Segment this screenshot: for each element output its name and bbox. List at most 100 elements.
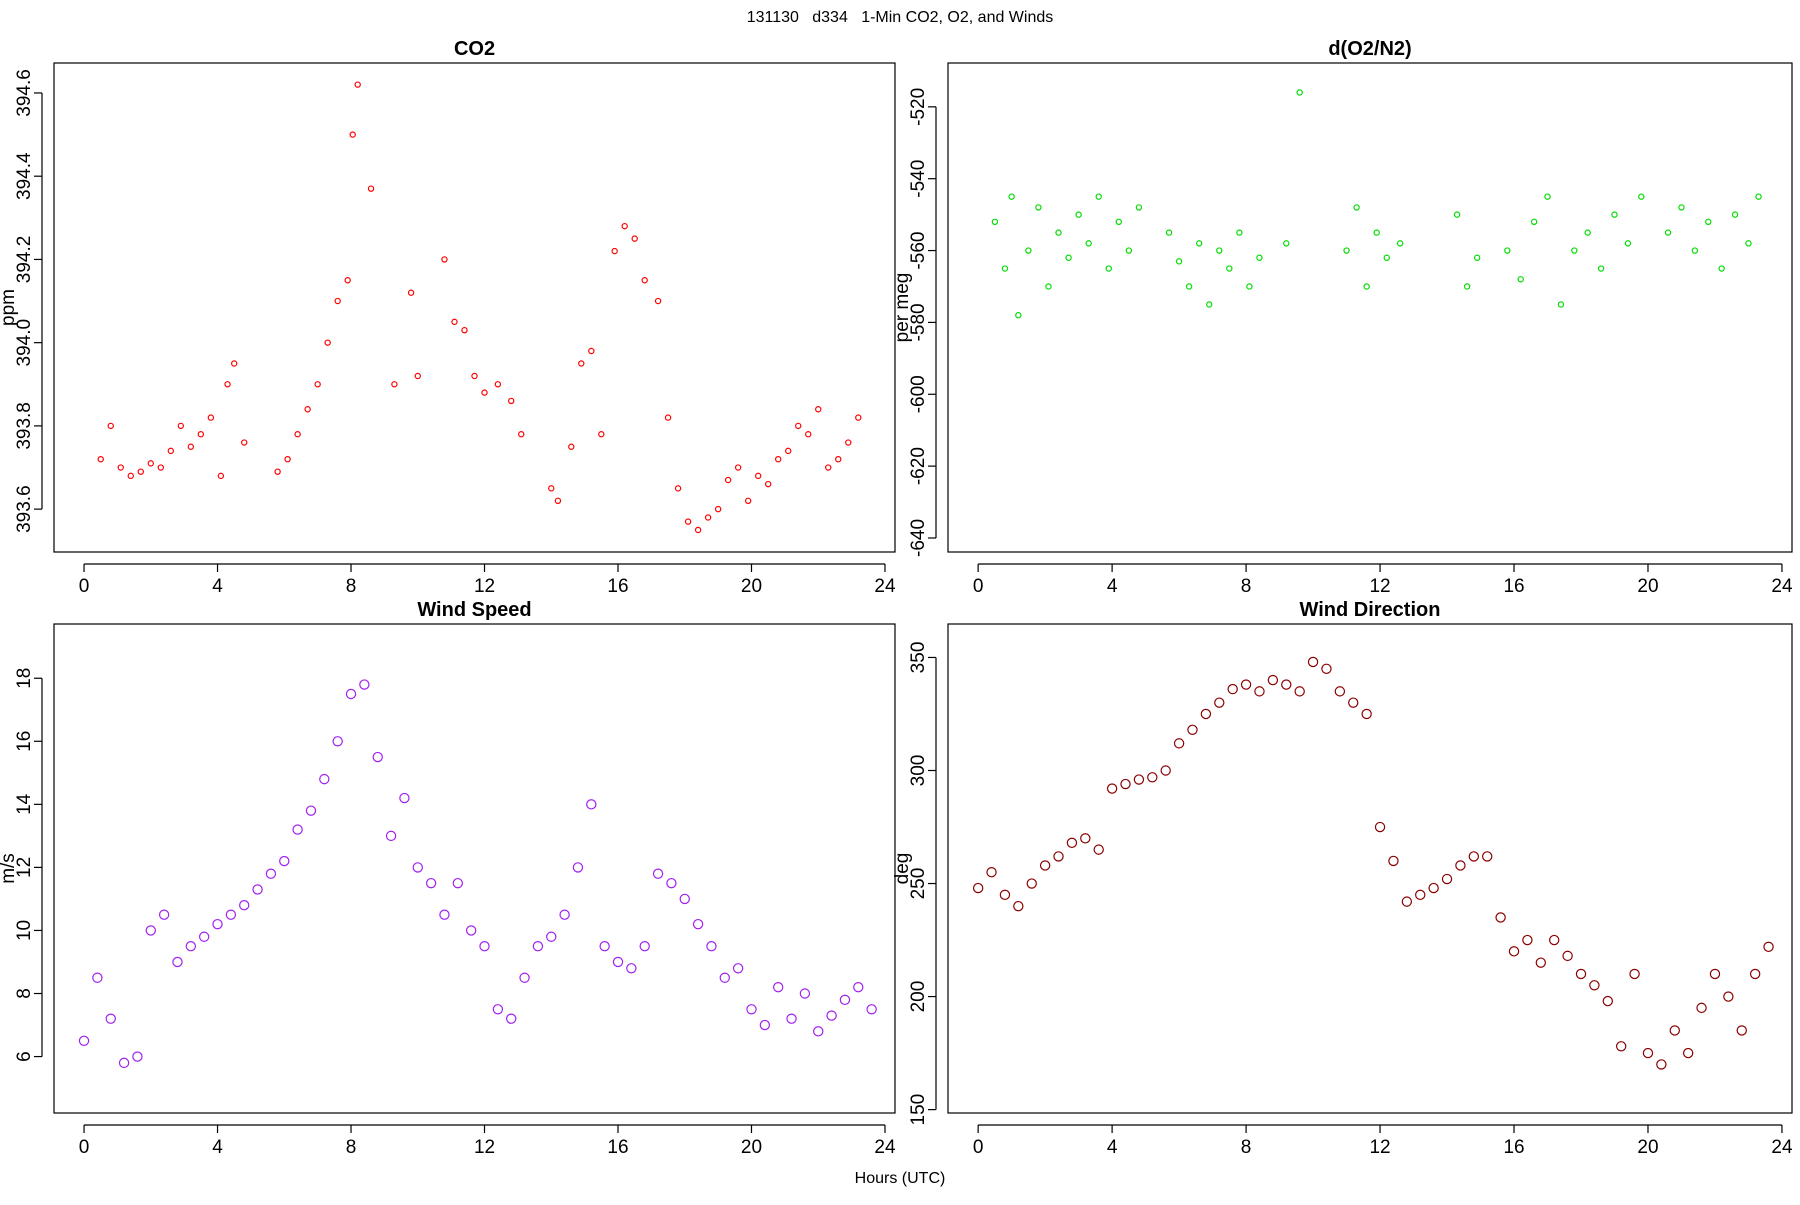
data-point — [1160, 765, 1171, 776]
data-point — [367, 185, 375, 192]
data-point — [224, 381, 231, 388]
data-point — [972, 882, 984, 894]
data-point — [1544, 193, 1551, 200]
data-point — [568, 443, 575, 450]
y-tick-label: 394.4 — [14, 152, 35, 200]
data-point — [1147, 772, 1158, 783]
y-tick-label: 16 — [14, 731, 35, 752]
data-point — [1246, 283, 1253, 290]
data-point — [494, 381, 502, 388]
data-point — [508, 397, 515, 405]
data-point — [1093, 844, 1104, 855]
y-tick-label: 394.0 — [14, 319, 35, 367]
data-point — [612, 956, 624, 968]
data-point — [1206, 301, 1213, 308]
data-point — [441, 256, 448, 263]
x-tick-label: 0 — [973, 576, 984, 597]
data-point — [1095, 193, 1102, 200]
data-point — [826, 1010, 837, 1021]
data-point — [1629, 968, 1640, 980]
y-tick-label: 150 — [908, 1094, 929, 1126]
data-point — [1709, 968, 1721, 980]
data-point — [118, 1057, 130, 1069]
data-point — [732, 963, 744, 974]
data-point — [1691, 247, 1699, 254]
data-point — [1473, 254, 1481, 261]
data-point — [1133, 774, 1145, 785]
x-tick-label: 0 — [79, 1137, 90, 1158]
data-point — [127, 472, 134, 480]
data-point — [1463, 283, 1471, 290]
data-point — [1468, 851, 1480, 862]
data-point — [652, 868, 664, 879]
x-tick-label: 8 — [1241, 576, 1252, 597]
data-point — [772, 982, 784, 993]
data-point — [1105, 265, 1112, 272]
data-point — [785, 447, 792, 455]
y-tick-label: 393.8 — [14, 402, 35, 450]
y-axis-label: per meg — [892, 273, 913, 343]
data-point — [759, 1019, 771, 1031]
data-point — [532, 941, 544, 952]
data-point — [815, 406, 822, 413]
data-point — [795, 422, 802, 430]
data-point — [185, 941, 197, 952]
data-point — [1053, 851, 1064, 862]
data-point — [332, 736, 343, 747]
data-point — [265, 868, 277, 879]
data-point — [217, 472, 225, 480]
x-tick-label: 20 — [741, 1137, 762, 1158]
plot-frame — [947, 623, 1793, 1114]
y-tick-label: 393.6 — [14, 485, 35, 533]
data-point — [1575, 968, 1587, 980]
x-axis-label: Hours (UTC) — [855, 1170, 946, 1187]
data-point — [324, 339, 331, 346]
data-point — [1085, 240, 1092, 247]
data-point — [1353, 204, 1360, 211]
data-point — [1374, 821, 1386, 833]
data-point — [92, 972, 103, 983]
data-point — [414, 372, 421, 380]
panel-title: d(O2/N2) — [1328, 38, 1411, 60]
x-tick-label: 16 — [607, 1137, 628, 1158]
data-point — [137, 468, 144, 475]
data-point — [1363, 283, 1370, 290]
data-point — [674, 485, 682, 492]
data-point — [1428, 882, 1439, 894]
y-tick-label: 12 — [14, 857, 35, 878]
y-tick-label: -620 — [908, 447, 929, 485]
data-point — [1571, 247, 1578, 254]
x-tick-label: 12 — [1369, 1137, 1390, 1158]
data-point — [284, 455, 291, 463]
data-point — [764, 480, 772, 488]
data-point — [349, 131, 356, 138]
data-point — [679, 893, 690, 905]
x-tick-label: 16 — [607, 576, 628, 597]
data-point — [664, 414, 672, 421]
data-point — [117, 464, 124, 471]
data-point — [1226, 265, 1233, 272]
data-point — [1296, 89, 1303, 96]
y-tick-label: -520 — [908, 88, 929, 126]
data-point — [1611, 211, 1618, 218]
data-point — [319, 773, 330, 785]
data-point — [1749, 968, 1761, 980]
data-point — [1731, 211, 1739, 218]
data-point — [412, 862, 423, 873]
y-tick-label: 200 — [908, 981, 929, 1013]
data-point — [1106, 783, 1118, 794]
data-point — [1508, 946, 1520, 957]
y-tick-label: -580 — [908, 303, 929, 341]
data-point — [465, 925, 477, 936]
x-tick-label: 0 — [79, 576, 90, 597]
data-point — [744, 497, 752, 505]
data-point — [1055, 229, 1062, 236]
data-point — [1216, 247, 1223, 254]
data-point — [1441, 873, 1453, 885]
data-point — [786, 1013, 797, 1024]
data-point — [399, 792, 410, 804]
data-point — [132, 1051, 143, 1062]
data-point — [145, 925, 156, 936]
data-point — [1388, 855, 1399, 867]
data-point — [97, 455, 104, 463]
